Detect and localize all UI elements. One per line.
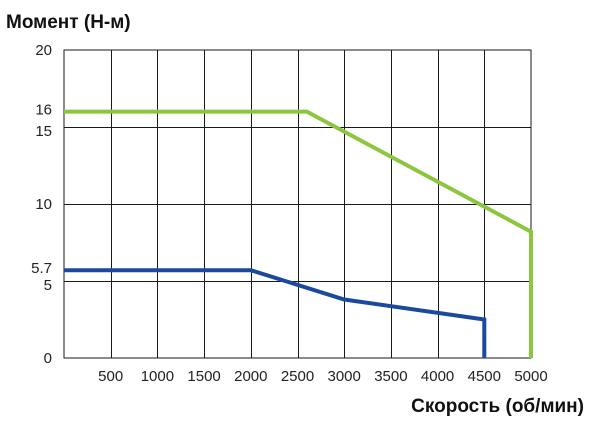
x-tick-label-4500: 4500 <box>468 368 501 385</box>
x-tick-label-2500: 2500 <box>281 368 314 385</box>
y-tick-label-20: 20 <box>35 42 52 59</box>
y-tick-label-10: 10 <box>35 196 52 213</box>
x-tick-label-500: 500 <box>98 368 123 385</box>
x-tick-label-2000: 2000 <box>234 368 267 385</box>
series-lines <box>64 109 533 358</box>
x-tick-label-5000: 5000 <box>514 368 547 385</box>
x-tick-label-1500: 1500 <box>187 368 220 385</box>
series-line-2 <box>64 268 487 358</box>
grid-lines <box>64 50 531 358</box>
x-tick-label-3000: 3000 <box>328 368 361 385</box>
x-tick-label-1000: 1000 <box>141 368 174 385</box>
x-tick-label-4000: 4000 <box>421 368 454 385</box>
x-tick-label-3500: 3500 <box>374 368 407 385</box>
x-axis-title: Скорость (об/мин) <box>411 396 584 417</box>
y-axis-title: Момент (Н-м) <box>6 12 131 33</box>
series-line-1 <box>64 109 533 358</box>
y-tick-label-0: 0 <box>44 350 52 367</box>
y-tick-label-5.7: 5.7 <box>31 260 52 277</box>
y-tick-label-15: 15 <box>35 123 52 140</box>
y-tick-label-16: 16 <box>35 102 52 119</box>
y-tick-label-5: 5 <box>44 277 52 294</box>
x-tick-labels: 500 1000 1500 2000 2500 3000 3500 4000 4500 5000 <box>98 368 548 385</box>
y-tick-labels: 0 55.7 10 15 16 20 <box>31 42 52 367</box>
